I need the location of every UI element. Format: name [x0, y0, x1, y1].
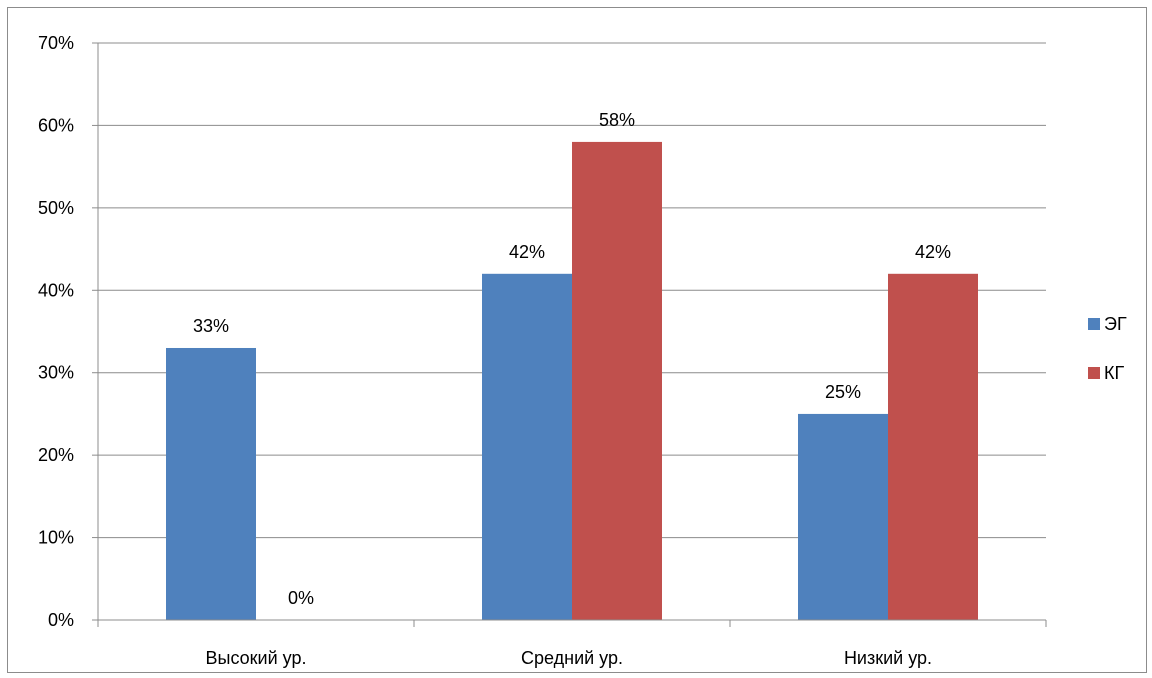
- y-tick-label: 60%: [38, 115, 74, 135]
- y-tick-label: 50%: [38, 198, 74, 218]
- x-tick-label: Высокий ур.: [206, 648, 307, 668]
- legend-swatch-kg: [1088, 367, 1100, 379]
- x-tick-label: Низкий ур.: [844, 648, 932, 668]
- data-labels: 33% 42% 25% 0% 58% 42%: [193, 110, 951, 608]
- y-tick-label: 0%: [48, 610, 74, 630]
- bar-kg: [572, 141, 662, 620]
- legend: ЭГ КГ: [1088, 314, 1127, 383]
- legend-label-eg: ЭГ: [1104, 314, 1127, 334]
- y-axis: 0% 10% 20% 30% 40% 50% 60% 70%: [38, 33, 99, 630]
- data-label: 42%: [509, 242, 545, 262]
- y-tick-label: 40%: [38, 280, 74, 300]
- legend-swatch-eg: [1088, 318, 1100, 330]
- x-axis: Высокий ур. Средний ур. Низкий ур.: [97, 619, 1047, 668]
- data-label: 33%: [193, 316, 229, 336]
- bar-eg: [482, 273, 572, 620]
- bar-eg: [166, 347, 256, 620]
- x-tick-label: Средний ур.: [521, 648, 623, 668]
- data-label: 0%: [288, 588, 314, 608]
- y-tick-label: 30%: [38, 363, 74, 383]
- data-label: 42%: [915, 242, 951, 262]
- y-tick-label: 70%: [38, 33, 74, 53]
- bar-kg: [888, 273, 978, 620]
- bars: [166, 141, 978, 620]
- data-label: 58%: [599, 110, 635, 130]
- y-tick-label: 10%: [38, 528, 74, 548]
- data-label: 25%: [825, 382, 861, 402]
- legend-label-kg: КГ: [1104, 363, 1124, 383]
- bar-eg: [798, 413, 888, 620]
- y-tick-label: 20%: [38, 445, 74, 465]
